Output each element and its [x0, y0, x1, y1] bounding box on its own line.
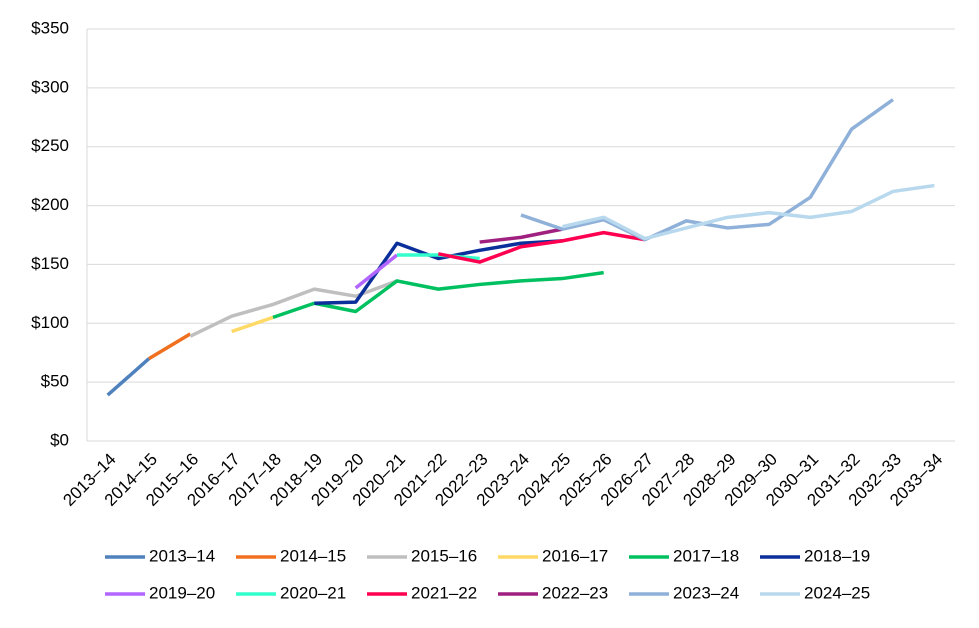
y-tick-label: $200 [31, 195, 69, 214]
y-tick-label: $100 [31, 313, 69, 332]
legend-label: 2017–18 [673, 546, 739, 565]
legend-label: 2021–22 [411, 583, 477, 602]
series-line [148, 332, 192, 361]
y-tick-label: $300 [31, 77, 69, 96]
y-tick-label: $50 [41, 372, 69, 391]
legend-label: 2023–24 [673, 583, 739, 602]
legend-label: 2015–16 [411, 546, 477, 565]
legend-label: 2019–20 [149, 583, 215, 602]
series-line [272, 270, 604, 320]
series-line [354, 253, 399, 290]
series-line [561, 183, 935, 241]
series-line [231, 315, 274, 334]
y-tick-label: $0 [50, 430, 69, 449]
series-line [520, 98, 895, 242]
y-tick-label: $150 [31, 254, 69, 273]
series-line [106, 357, 151, 397]
series-line [314, 239, 563, 306]
legend-label: 2020–21 [280, 583, 346, 602]
legend-label: 2024–25 [804, 583, 870, 602]
legend-label: 2013–14 [149, 546, 215, 565]
y-tick-label: $350 [31, 18, 69, 37]
legend-label: 2016–17 [542, 546, 608, 565]
series-line [437, 230, 646, 264]
legend-label: 2022–23 [542, 583, 608, 602]
legend-label: 2018–19 [804, 546, 870, 565]
y-tick-label: $250 [31, 136, 69, 155]
legend-label: 2014–15 [280, 546, 346, 565]
series-line [479, 227, 563, 244]
